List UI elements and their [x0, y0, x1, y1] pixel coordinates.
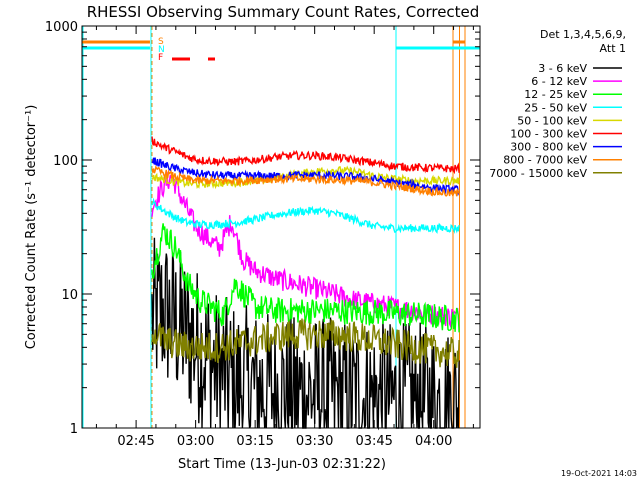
series-line-6	[151, 136, 460, 175]
y-tick-label: 1000	[45, 20, 78, 35]
legend-label-3: 12 - 25 keV	[524, 88, 587, 101]
y-tick-label: 100	[53, 154, 78, 169]
legend-label-2: 6 - 12 keV	[531, 75, 587, 88]
y-tick-label: 10	[61, 288, 78, 303]
plot-frame	[81, 25, 481, 429]
flag-label: F	[158, 53, 163, 63]
legend-header-line-1: Det 1,3,4,5,6,9,	[540, 28, 626, 41]
legend-label-5: 50 - 100 keV	[517, 114, 587, 127]
series-line-3	[151, 223, 460, 333]
x-tick-label: 02:45	[117, 434, 154, 449]
series-line-9	[151, 318, 460, 368]
x-tick-label: 03:00	[177, 434, 214, 449]
series-line-2	[151, 171, 460, 329]
x-tick-label: 03:45	[355, 434, 392, 449]
legend-label-8: 800 - 7000 keV	[503, 154, 587, 167]
render-timestamp: 19-Oct-2021 14:03	[561, 469, 637, 478]
series-layer	[151, 136, 460, 431]
series-line-4	[151, 197, 460, 234]
legend-label-4: 25 - 50 keV	[524, 101, 587, 114]
x-tick-label: 03:15	[236, 434, 273, 449]
flag-label: S	[158, 37, 164, 47]
legend-label-9: 7000 - 15000 keV	[489, 167, 587, 180]
flag-bars: SNF	[82, 37, 480, 63]
legend-label-7: 300 - 800 keV	[510, 141, 587, 154]
x-tick-label: 04:00	[415, 434, 452, 449]
flag-label: N	[158, 45, 165, 55]
series-line-8	[151, 164, 460, 197]
chart-title: RHESSI Observing Summary Count Rates, Co…	[87, 3, 480, 21]
x-axis-label: Start Time (13-Jun-03 02:31:22)	[178, 457, 386, 472]
legend-label-1: 3 - 6 keV	[538, 62, 587, 75]
legend-label-6: 100 - 300 keV	[510, 128, 587, 141]
y-axis-label: Corrected Count Rate (s⁻¹ detector⁻¹)	[24, 105, 39, 350]
axes: 02:45 03:00 03:15 03:30 03:45 04:00 1 10 100 1000	[45, 20, 480, 449]
x-tick-label: 03:30	[296, 434, 333, 449]
legend-header-line-2: Att 1	[600, 42, 626, 55]
y-tick-label: 1	[70, 422, 78, 437]
